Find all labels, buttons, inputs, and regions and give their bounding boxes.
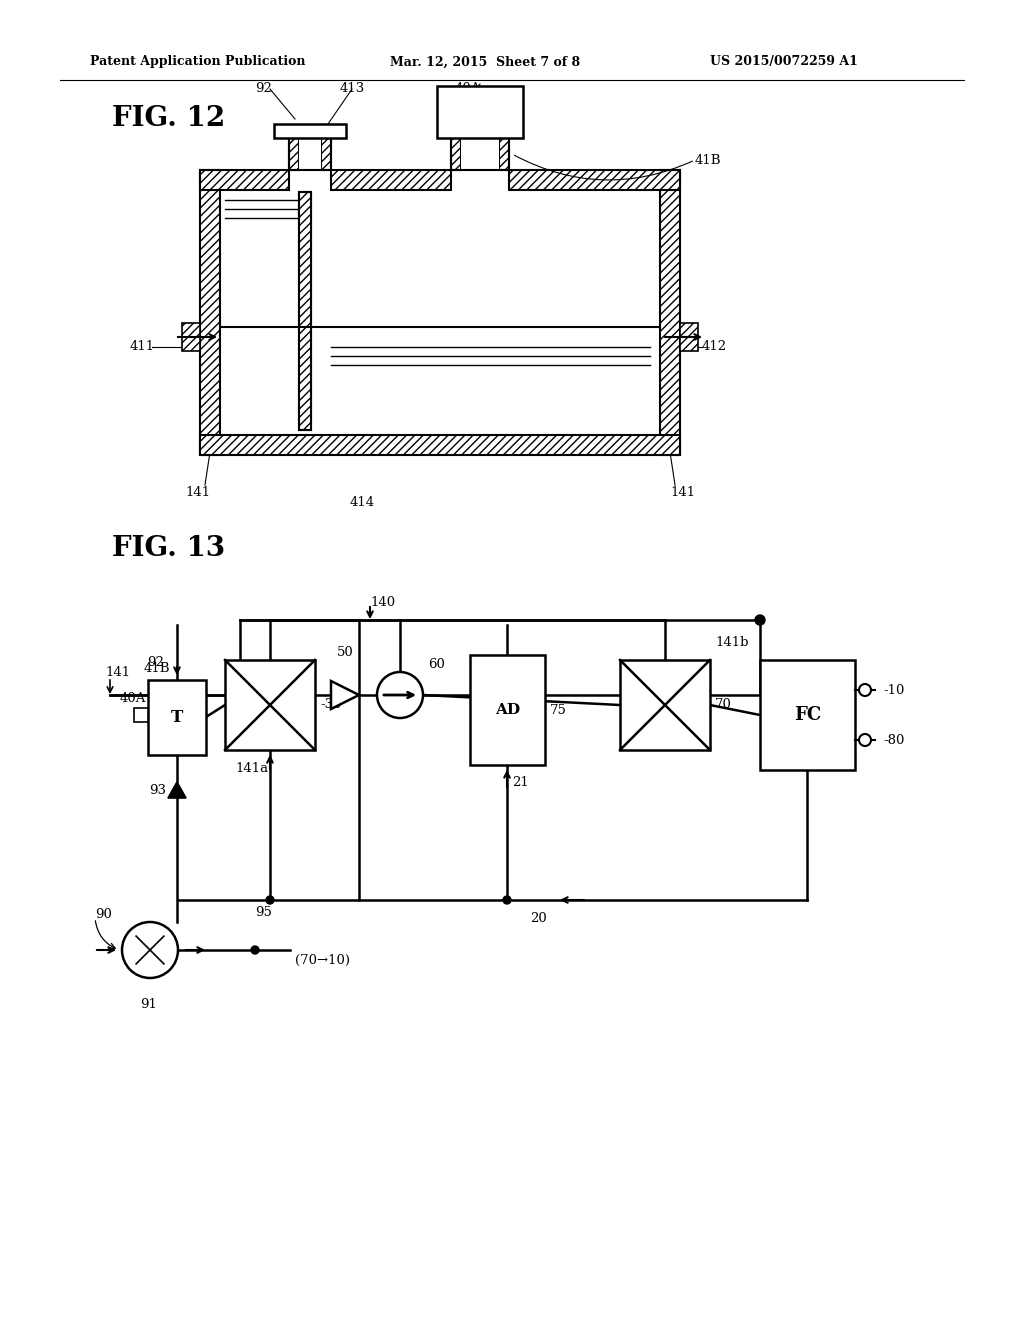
Text: FIG. 12: FIG. 12 [112, 104, 225, 132]
Text: 50: 50 [337, 647, 353, 660]
Text: 95: 95 [255, 906, 272, 919]
Text: 141: 141 [185, 487, 210, 499]
Text: 40A: 40A [455, 82, 481, 95]
Circle shape [859, 734, 871, 746]
Text: -10: -10 [883, 684, 904, 697]
Bar [225, 660, 315, 750]
Text: FIG. 13: FIG. 13 [112, 535, 225, 561]
Circle shape [859, 684, 871, 696]
Bar [680, 323, 698, 337]
Bar [182, 323, 200, 337]
Text: (70→10): (70→10) [295, 953, 350, 966]
Bar [182, 337, 200, 351]
Text: FC: FC [794, 706, 821, 723]
Text: 141: 141 [105, 667, 130, 680]
Bar [499, 139, 509, 170]
Bar [470, 655, 545, 766]
Text: 141: 141 [670, 487, 695, 499]
Polygon shape [168, 781, 186, 799]
Bar [509, 170, 680, 190]
Circle shape [377, 672, 423, 718]
Text: 413: 413 [340, 82, 366, 95]
Bar [200, 170, 289, 190]
Text: US 2015/0072259 A1: US 2015/0072259 A1 [710, 55, 858, 69]
Text: Patent Application Publication: Patent Application Publication [90, 55, 305, 69]
Bar [289, 139, 331, 170]
Bar [620, 660, 710, 750]
Text: 70: 70 [715, 698, 732, 711]
Bar [299, 191, 311, 430]
Bar [321, 139, 331, 170]
Bar [451, 139, 461, 170]
Circle shape [251, 946, 259, 954]
Bar [680, 337, 698, 351]
Text: 40A: 40A [120, 692, 146, 705]
Text: 60: 60 [428, 659, 444, 672]
Text: 141a: 141a [234, 762, 268, 775]
Bar [200, 170, 220, 455]
Text: 93: 93 [150, 784, 166, 796]
Bar [148, 680, 206, 755]
Bar [274, 124, 346, 139]
Bar [660, 170, 680, 455]
Circle shape [266, 896, 274, 904]
Text: 21: 21 [512, 776, 528, 789]
Polygon shape [331, 681, 359, 709]
Bar [200, 436, 680, 455]
Bar [760, 660, 855, 770]
Text: T: T [171, 709, 183, 726]
Text: 90: 90 [95, 908, 112, 921]
Text: 20: 20 [530, 912, 547, 924]
Circle shape [503, 896, 511, 904]
Text: -30: -30 [319, 698, 341, 711]
Text: 75: 75 [550, 704, 567, 717]
Text: 41B: 41B [144, 661, 171, 675]
Text: 92: 92 [147, 656, 164, 668]
Bar [299, 139, 321, 170]
Text: 92: 92 [255, 82, 272, 95]
Bar [299, 191, 311, 430]
Text: AD: AD [495, 704, 520, 717]
Text: 411: 411 [130, 341, 155, 354]
Text: Mar. 12, 2015  Sheet 7 of 8: Mar. 12, 2015 Sheet 7 of 8 [390, 55, 581, 69]
Circle shape [122, 921, 178, 978]
Bar [299, 191, 311, 430]
Text: 412: 412 [702, 341, 727, 354]
Text: 141b: 141b [715, 635, 749, 648]
Text: 91: 91 [140, 998, 157, 1011]
Text: 41B: 41B [695, 153, 722, 166]
Bar [451, 139, 509, 170]
Text: 140: 140 [370, 595, 395, 609]
Bar [134, 708, 148, 722]
Text: -80: -80 [883, 734, 904, 747]
Circle shape [755, 615, 765, 624]
Bar [289, 139, 299, 170]
Bar [331, 170, 451, 190]
Text: 414: 414 [350, 496, 375, 510]
Bar [437, 86, 523, 139]
Bar [461, 139, 499, 170]
